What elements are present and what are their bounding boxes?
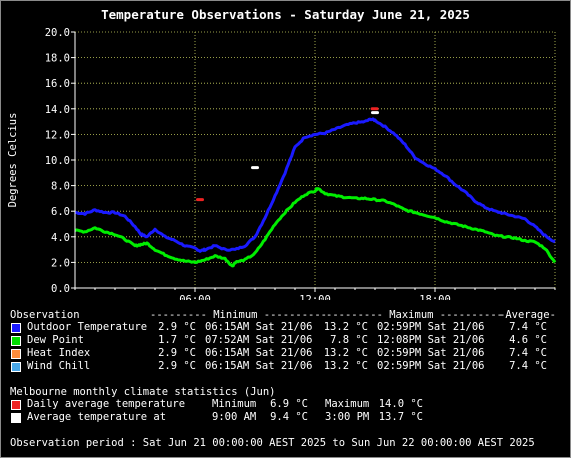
legend-swatch-heat-index [11, 349, 21, 359]
series-dew-point-line [74, 187, 557, 268]
climate-row-label: Average temperature at [27, 411, 167, 423]
y-tick-label: 8.0 [51, 181, 70, 193]
legend-average-value: 7.4 °C [509, 321, 547, 333]
legend-max-value: 7.8 °C [330, 334, 368, 346]
climate-col3: Maximum [325, 398, 370, 410]
y-tick-label: 6.0 [51, 206, 70, 218]
climate-markers [196, 107, 379, 202]
climate-marker-maximum [370, 107, 379, 111]
climate-col1: Minimum [212, 398, 257, 410]
chart-plot: 0.0 2.0 4.0 6.0 8.0 10.0 12.0 14.0 16.0 18.0 20.0 0… [7, 27, 557, 300]
legend-header-maximum: --------- Maximum ---------- [326, 309, 504, 321]
legend-max-time: 02:59PM Sat 21/06 [377, 360, 485, 372]
legend-series-name: Outdoor Temperature [27, 321, 148, 333]
legend-min-time: 07:52AM Sat 21/06 [205, 334, 313, 346]
x-tick-label: 06:00 [179, 294, 211, 300]
y-tick-label: 16.0 [45, 78, 70, 90]
legend-max-value: 13.2 °C [323, 360, 368, 372]
y-tick-label: 2.0 [51, 257, 70, 269]
climate-col3: 3:00 PM [325, 411, 370, 423]
climate-row-label: Daily average temperature [27, 398, 186, 410]
climate-col2: 9.4 °C [270, 411, 308, 423]
legend-min-time: 06:15AM Sat 21/06 [205, 347, 313, 359]
chart-title: Temperature Observations - Saturday June… [101, 7, 470, 22]
x-tick-label: 18:00 [419, 294, 451, 300]
observation-period: Observation period : Sat Jun 21 00:00:00… [10, 437, 535, 449]
climate-col2: 6.9 °C [270, 398, 308, 410]
y-tick-label: 14.0 [45, 104, 70, 116]
legend-min-value: 2.9 °C [158, 321, 196, 333]
climate-title: Melbourne monthly climate statistics (Ju… [10, 386, 276, 398]
series-outdoor-temperature-line [74, 117, 556, 253]
legend-header-minimum: --------- Minimum ---------- [150, 309, 328, 321]
climate-marker-at-3-00-pm [371, 111, 379, 115]
legend-max-value: 13.2 °C [323, 347, 368, 359]
legend-swatch-outdoor-temperature [11, 323, 21, 333]
legend-series-name: Wind Chill [27, 360, 91, 372]
legend-average-value: 4.6 °C [509, 334, 547, 346]
legend-max-value: 13.2 °C [323, 321, 368, 333]
legend-header-average: -Average- [499, 309, 556, 321]
legend-series-name: Heat Index [27, 347, 91, 359]
y-axis-label: Degrees Celcius [7, 113, 19, 208]
legend-max-time: 02:59PM Sat 21/06 [377, 321, 485, 333]
series-lines [74, 117, 557, 268]
legend-min-time: 06:15AM Sat 21/06 [205, 360, 313, 372]
climate-marker-minimum [196, 198, 204, 202]
y-tick-label: 4.0 [51, 232, 70, 244]
y-tick-label: 10.0 [45, 155, 70, 167]
legend-max-time: 02:59PM Sat 21/06 [377, 347, 485, 359]
legend-swatch-wind-chill [11, 362, 21, 372]
legend-header-observation: Observation [10, 309, 80, 321]
legend-average-value: 7.4 °C [509, 360, 547, 372]
legend-series-name: Dew Point [27, 334, 84, 346]
y-tick-label: 18.0 [45, 53, 70, 65]
legend-max-time: 12:08PM Sat 21/06 [377, 334, 485, 346]
climate-col4: 14.0 °C [378, 398, 423, 410]
legend-average-value: 7.4 °C [509, 347, 547, 359]
climate-swatch-average-at [11, 413, 21, 423]
legend-min-value: 2.9 °C [158, 360, 196, 372]
y-tick-label: 20.0 [45, 27, 70, 39]
x-tick-label: 12:00 [299, 294, 331, 300]
y-tick-label: 0.0 [51, 283, 70, 295]
climate-col4: 13.7 °C [378, 411, 423, 423]
climate-marker-at-9-00-am [251, 166, 259, 170]
legend-min-value: 1.7 °C [158, 334, 196, 346]
climate-swatch-daily-average [11, 400, 21, 410]
legend-min-time: 06:15AM Sat 21/06 [205, 321, 313, 333]
y-tick-label: 12.0 [45, 129, 70, 141]
legend-swatch-dew-point [11, 336, 21, 346]
axis-labels: 0.0 2.0 4.0 6.0 8.0 10.0 12.0 14.0 16.0 18.0 20.0 0… [45, 27, 556, 300]
legend-min-value: 2.9 °C [158, 347, 196, 359]
climate-col1: 9:00 AM [212, 411, 257, 423]
